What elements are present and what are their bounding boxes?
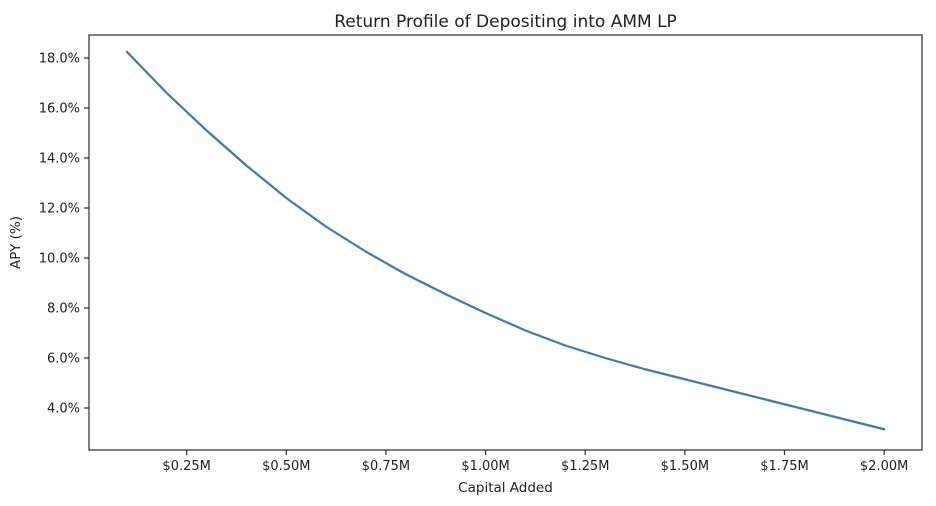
x-tick-label: $0.50M [262, 459, 310, 474]
x-tick-label: $0.75M [362, 459, 410, 474]
y-tick-label: 4.0% [47, 402, 80, 417]
x-tick-label: $1.50M [661, 459, 709, 474]
plot-border [88, 34, 923, 451]
x-tick-label: $1.00M [461, 459, 509, 474]
y-tick-label: 18.0% [39, 52, 80, 67]
chart-title: Return Profile of Depositing into AMM LP [334, 12, 677, 32]
x-tick-label: $1.25M [561, 459, 609, 474]
apy-curve [125, 50, 886, 431]
y-tick-label: 12.0% [39, 202, 80, 217]
y-axis-ticks: 4.0% 6.0% 8.0% 10.0% 12.0% 14.0% 16.0% 18.0% [39, 52, 89, 417]
y-tick-label: 10.0% [39, 252, 80, 267]
y-axis-label: APY (%) [8, 216, 24, 269]
plot-area [89, 35, 922, 450]
x-axis-ticks: $0.25M $0.50M $0.75M $1.00M $1.25M $1.50M $1.7… [162, 450, 908, 474]
x-tick-label: $1.75M [760, 459, 808, 474]
x-axis-label: Capital Added [458, 480, 553, 496]
y-tick-label: 16.0% [39, 102, 80, 117]
y-tick-label: 14.0% [39, 152, 80, 167]
x-tick-label: $2.00M [860, 459, 908, 474]
x-tick-label: $0.25M [162, 459, 210, 474]
y-tick-label: 8.0% [47, 302, 80, 317]
y-tick-label: 6.0% [47, 352, 80, 367]
